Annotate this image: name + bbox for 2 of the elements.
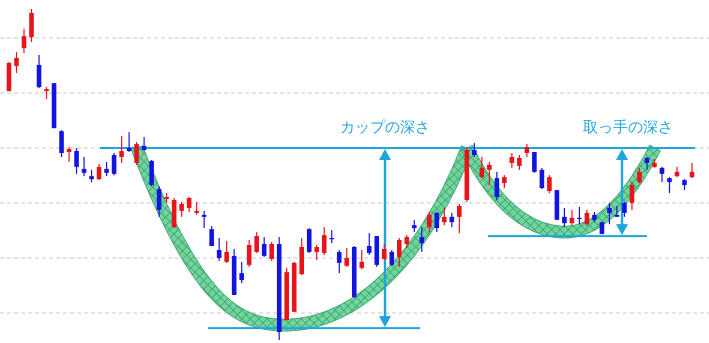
annotation: カップの深さ bbox=[340, 118, 430, 136]
annotation: 取っ手の深さ bbox=[583, 118, 673, 136]
